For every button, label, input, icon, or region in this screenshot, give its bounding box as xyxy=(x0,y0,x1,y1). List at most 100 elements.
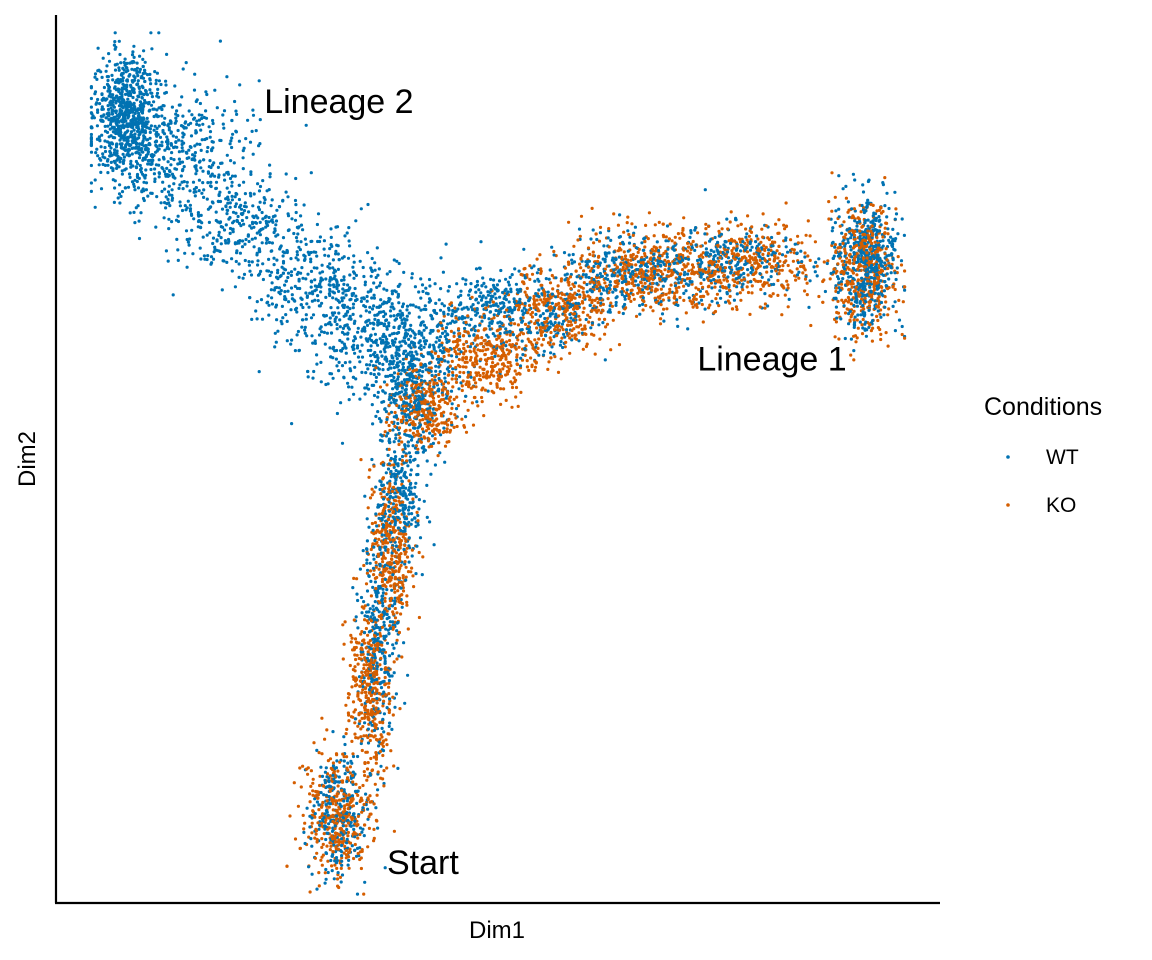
point-wt-679 xyxy=(294,176,298,181)
point-ko-250 xyxy=(460,388,464,393)
point-wt-3782 xyxy=(199,128,203,132)
point-wt-2812 xyxy=(289,257,293,261)
point-wt-4027 xyxy=(464,415,468,419)
point-wt-1864 xyxy=(223,178,227,182)
point-wt-400 xyxy=(165,135,169,139)
point-wt-3756 xyxy=(172,182,176,186)
point-wt-1772 xyxy=(410,272,414,276)
point-wt-867 xyxy=(338,318,342,322)
point-ko-3721 xyxy=(417,410,421,414)
point-wt-4784 xyxy=(324,314,328,318)
point-wt-1263 xyxy=(402,270,406,274)
point-ko-4265 xyxy=(317,871,321,875)
point-wt-737 xyxy=(408,501,412,505)
point-wt-3915 xyxy=(148,88,152,92)
point-wt-3245 xyxy=(694,226,698,230)
point-ko-2637 xyxy=(464,365,468,369)
point-wt-2063 xyxy=(302,203,306,207)
point-wt-2252 xyxy=(400,411,404,415)
point-wt-1935 xyxy=(253,236,257,240)
point-ko-1616 xyxy=(746,290,751,295)
point-wt-3349 xyxy=(511,333,515,337)
point-ko-3564 xyxy=(462,352,466,356)
point-wt-3889 xyxy=(407,311,411,315)
point-wt-3968 xyxy=(434,369,438,373)
point-wt-3353 xyxy=(392,307,396,311)
point-wt-4552 xyxy=(144,168,148,172)
point-wt-4748 xyxy=(153,70,157,74)
point-wt-261 xyxy=(188,203,192,207)
point-wt-3911 xyxy=(208,135,212,139)
point-ko-4779 xyxy=(492,364,497,368)
point-wt-1474 xyxy=(382,314,386,319)
point-ko-3987 xyxy=(403,560,407,564)
point-wt-1080 xyxy=(754,240,758,244)
point-ko-3541 xyxy=(320,752,324,756)
point-ko-2110 xyxy=(381,753,385,758)
point-ko-2554 xyxy=(855,273,859,277)
point-wt-4081 xyxy=(222,228,227,232)
point-wt-4492 xyxy=(121,159,125,164)
point-wt-3128 xyxy=(487,317,491,321)
point-ko-4471 xyxy=(397,597,401,601)
point-wt-4038 xyxy=(429,313,433,317)
point-wt-3939 xyxy=(388,620,392,624)
point-ko-4437 xyxy=(351,780,355,784)
point-wt-3432 xyxy=(396,766,400,771)
point-ko-4594 xyxy=(353,669,357,673)
point-wt-1211 xyxy=(750,245,754,249)
point-ko-3254 xyxy=(769,265,774,269)
point-ko-1501 xyxy=(573,336,577,340)
point-wt-1642 xyxy=(303,331,307,335)
point-ko-1750 xyxy=(378,385,383,389)
point-wt-882 xyxy=(143,60,147,64)
point-wt-2518 xyxy=(384,627,388,631)
point-wt-1103 xyxy=(193,194,197,198)
point-wt-3720 xyxy=(265,301,269,305)
point-ko-4954 xyxy=(399,612,403,616)
point-wt-889 xyxy=(376,410,380,414)
point-wt-1652 xyxy=(858,320,862,324)
point-wt-1950 xyxy=(192,116,197,120)
point-ko-1253 xyxy=(603,332,607,336)
point-wt-359 xyxy=(201,235,205,239)
point-wt-4567 xyxy=(767,248,771,252)
point-wt-4724 xyxy=(165,52,169,57)
point-wt-3383 xyxy=(115,163,119,167)
point-ko-283 xyxy=(826,259,830,263)
point-ko-4858 xyxy=(437,441,441,445)
point-wt-1551 xyxy=(369,354,373,358)
point-wt-3224 xyxy=(349,776,353,781)
point-wt-1492 xyxy=(687,296,691,300)
point-wt-3991 xyxy=(625,288,629,292)
point-wt-667 xyxy=(479,298,484,302)
point-wt-4560 xyxy=(376,625,380,630)
point-wt-1988 xyxy=(311,341,315,345)
point-wt-2140 xyxy=(140,147,144,151)
point-wt-1826 xyxy=(233,195,237,199)
point-wt-3710 xyxy=(665,224,670,228)
point-wt-3663 xyxy=(143,147,147,151)
point-wt-4499 xyxy=(128,211,132,215)
point-wt-3489 xyxy=(793,242,797,246)
point-wt-1984 xyxy=(234,202,238,206)
point-wt-3137 xyxy=(506,280,510,284)
point-wt-3091 xyxy=(132,182,136,186)
point-wt-4518 xyxy=(620,290,624,294)
point-ko-1696 xyxy=(572,244,576,248)
point-ko-4631 xyxy=(379,492,383,496)
point-ko-407 xyxy=(481,349,485,353)
point-wt-259 xyxy=(417,315,421,319)
point-wt-559 xyxy=(659,274,663,279)
point-wt-2560 xyxy=(217,233,221,237)
point-ko-2438 xyxy=(634,314,639,318)
point-ko-4511 xyxy=(752,272,756,277)
point-ko-1111 xyxy=(475,343,479,347)
point-wt-1676 xyxy=(167,217,171,221)
point-wt-1333 xyxy=(309,250,313,255)
point-ko-1844 xyxy=(499,402,503,406)
point-ko-2837 xyxy=(392,829,396,833)
point-wt-2626 xyxy=(662,319,666,323)
point-ko-4401 xyxy=(861,224,865,228)
point-wt-4167 xyxy=(141,124,145,128)
